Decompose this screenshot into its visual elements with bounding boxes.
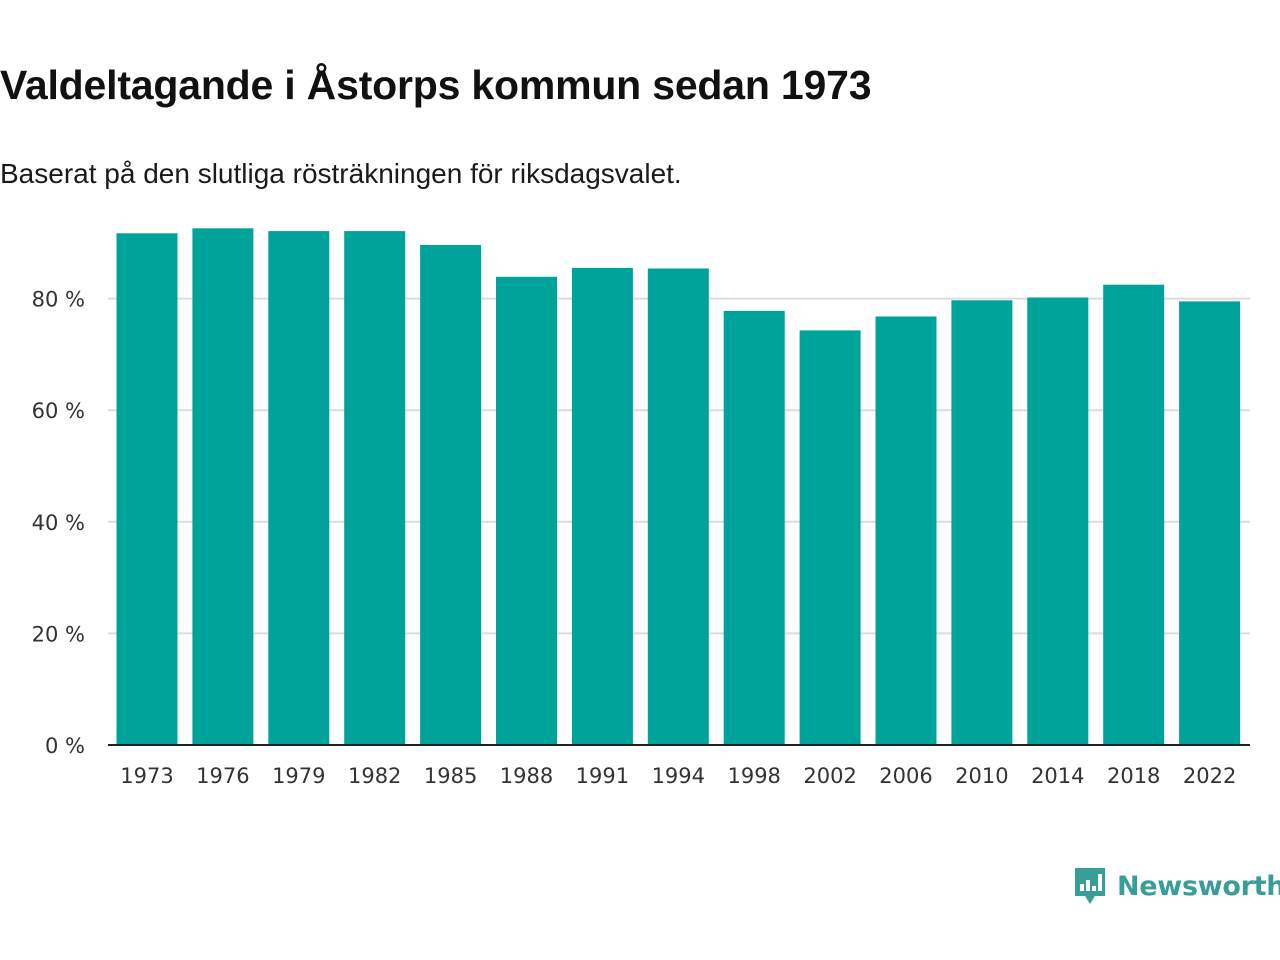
x-tick-label-2014: 2014: [1031, 764, 1084, 788]
y-tick-label: 0 %: [45, 734, 85, 758]
x-tick-label-1991: 1991: [576, 764, 629, 788]
x-tick-label-1985: 1985: [424, 764, 477, 788]
y-axis-tick-labels: 0 % 20 % 40 % 60 % 80 %: [32, 288, 85, 758]
x-axis-tick-labels: 1973 1976 1979 1982 1985 1988 1991 1994 1998 2002…: [120, 764, 1236, 788]
brand-name: Newsworthy: [1117, 870, 1280, 902]
x-tick-label-2010: 2010: [955, 764, 1008, 788]
bar-2006[interactable]: [875, 316, 937, 746]
bar-1976[interactable]: [192, 228, 254, 746]
x-tick-label-1994: 1994: [652, 764, 705, 788]
x-tick-label-2018: 2018: [1107, 764, 1160, 788]
bar-1982[interactable]: [344, 231, 406, 746]
y-tick-label: 60 %: [32, 399, 85, 423]
bar-1998[interactable]: [723, 310, 785, 745]
brand-logo: Newsworthy: [1073, 866, 1280, 906]
bar-2022[interactable]: [1179, 301, 1241, 745]
x-tick-label-1998: 1998: [727, 764, 780, 788]
bars: [116, 228, 1241, 746]
x-tick-label-2002: 2002: [803, 764, 856, 788]
bar-1985[interactable]: [420, 245, 482, 745]
chart-subtitle: Baserat på den slutliga rösträkningen fö…: [0, 158, 682, 189]
bar-1979[interactable]: [268, 231, 330, 746]
bar-2018[interactable]: [1103, 284, 1165, 745]
x-tick-label-1973: 1973: [120, 764, 173, 788]
x-tick-label-1976: 1976: [196, 764, 249, 788]
bar-1973[interactable]: [116, 233, 178, 746]
newsworthy-logo-icon: [1075, 868, 1105, 904]
bar-2010[interactable]: [951, 300, 1013, 745]
bar-2014[interactable]: [1027, 297, 1089, 746]
x-tick-label-1988: 1988: [500, 764, 553, 788]
y-tick-label: 80 %: [32, 288, 85, 312]
bar-2002[interactable]: [799, 330, 861, 745]
x-tick-label-1979: 1979: [272, 764, 325, 788]
bar-1988[interactable]: [496, 276, 557, 745]
x-tick-label-2006: 2006: [879, 764, 932, 788]
bar-1994[interactable]: [647, 268, 709, 746]
bar-1991[interactable]: [571, 267, 633, 745]
x-tick-label-1982: 1982: [348, 764, 401, 788]
x-tick-label-2022: 2022: [1183, 764, 1236, 788]
y-tick-label: 20 %: [32, 622, 85, 646]
chart-title: Valdeltagande i Åstorps kommun sedan 197…: [0, 62, 872, 108]
y-tick-label: 40 %: [32, 511, 85, 535]
